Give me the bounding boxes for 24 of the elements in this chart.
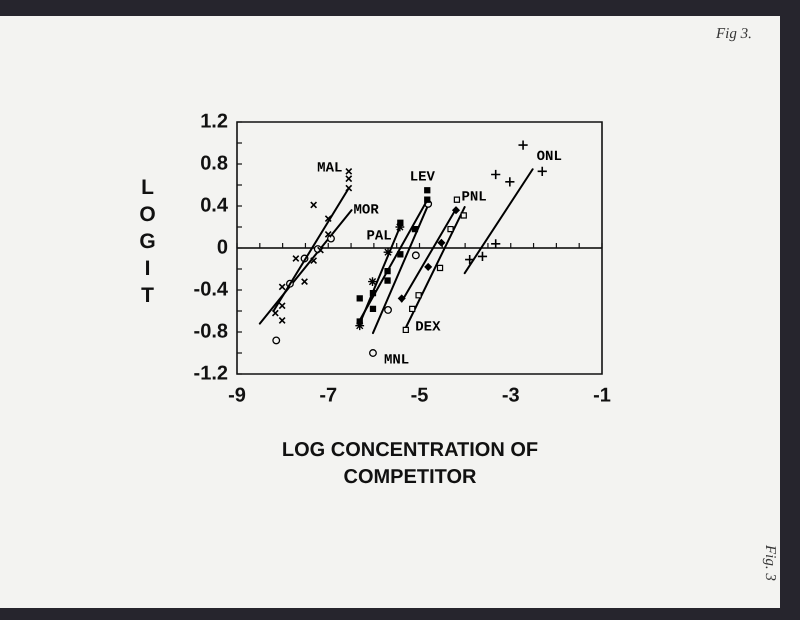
y-tick-label: -0.8 [194,320,228,343]
y-tick-label: 0 [216,236,228,259]
x-tick-label: -3 [502,384,520,407]
y-tick-label: -1.2 [194,362,228,385]
series-label: ONL [536,148,562,165]
x-tick-label: -5 [410,384,428,407]
series-label: PAL [366,228,392,244]
series-label: MNL [384,352,410,369]
series-label: MAL [317,160,342,177]
x-tick-label: -9 [228,384,246,407]
caption: Fig. 3 [761,545,778,581]
x-axis-title: LOG CONCENTRATION OF COMPETITOR [280,438,540,490]
caption: Fig 3. [716,26,752,43]
y-tick-label: 0.8 [200,152,228,175]
y-tick-label: -0.4 [194,278,229,301]
y-tick-label: 1.2 [200,110,228,133]
series-label: PNL [461,190,487,206]
y-axis-title: LOGIT [135,176,159,311]
x-tick-label: -7 [319,384,338,407]
y-tick-label: 0.4 [200,194,229,217]
series-label: DEX [415,319,442,336]
series-label: MOR [354,202,380,219]
series-label: LEV [410,169,436,186]
x-tick-label: -1 [593,384,611,407]
